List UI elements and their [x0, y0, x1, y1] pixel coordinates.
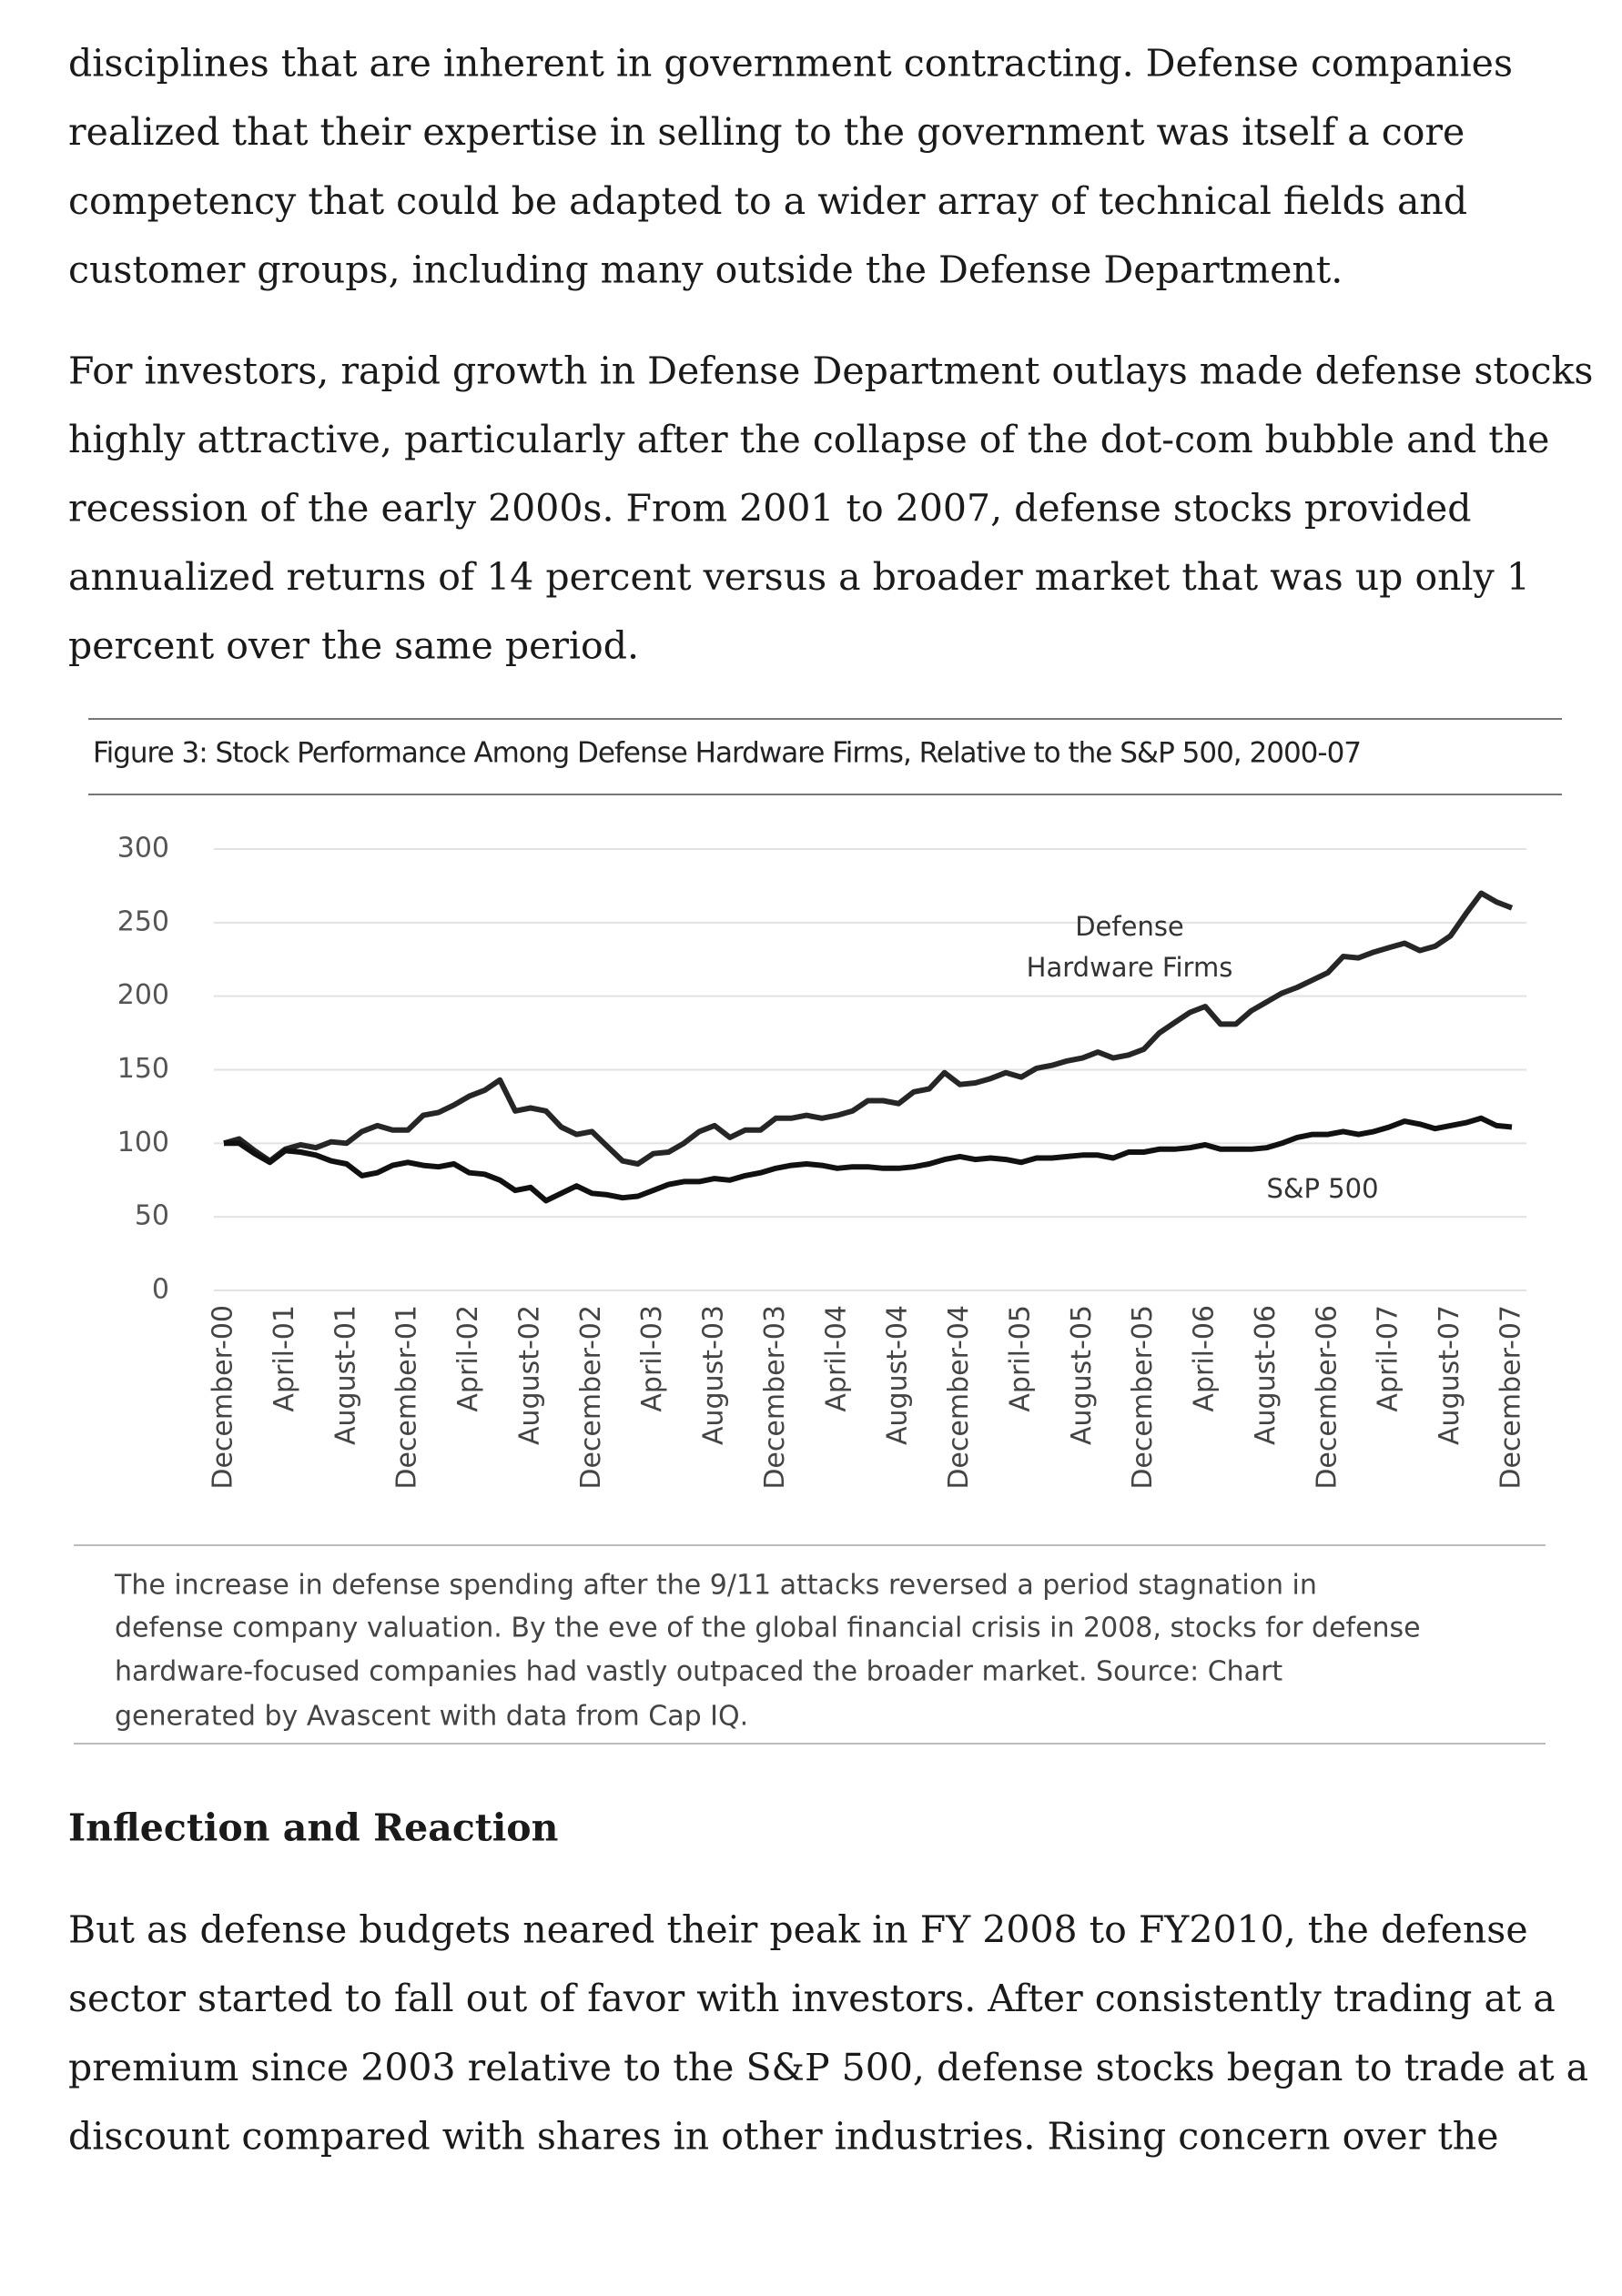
x-tick-label: August-04 — [882, 1305, 914, 1445]
y-tick-label: 100 — [117, 1127, 169, 1158]
y-tick-label: 200 — [117, 979, 169, 1011]
caption-line: The increase in defense spending after t… — [114, 1570, 1317, 1602]
text-line: realized that their expertise in selling… — [68, 110, 1465, 154]
x-tick-label: December-00 — [208, 1305, 239, 1490]
x-tick-label: April-07 — [1373, 1305, 1404, 1412]
text-line: disciplines that are inherent in governm… — [68, 42, 1513, 86]
x-tick-label: August-05 — [1066, 1305, 1098, 1445]
caption-line: generated by Avascent with data from Cap… — [115, 1701, 748, 1733]
text-line: competency that could be adapted to a wi… — [68, 179, 1467, 223]
x-tick-label: December-03 — [759, 1305, 791, 1490]
y-tick-label: 150 — [117, 1053, 169, 1085]
x-tick-label: August-01 — [329, 1305, 361, 1445]
series-label: S&P 500 — [1266, 1173, 1379, 1204]
text-line: annualized returns of 14 percent versus … — [68, 555, 1530, 599]
x-tick-label: December-06 — [1311, 1305, 1343, 1490]
x-tick-label: April-03 — [636, 1305, 668, 1412]
text-line: But as defense budgets neared their peak… — [68, 1908, 1528, 1952]
x-tick-label: August-06 — [1250, 1305, 1282, 1445]
text-line: discount compared with shares in other i… — [68, 2115, 1498, 2159]
x-tick-label: December-05 — [1127, 1305, 1159, 1490]
y-tick-label: 0 — [152, 1274, 169, 1306]
text-line: sector started to fall out of favor with… — [68, 1977, 1556, 2020]
figure-title: Figure 3: Stock Performance Among Defens… — [93, 737, 1361, 770]
y-tick-label: 300 — [117, 833, 169, 865]
text-line: percent over the same period. — [68, 624, 639, 668]
caption-line: defense company valuation. By the eve of… — [115, 1613, 1421, 1644]
series-line — [223, 890, 1514, 1167]
series-line — [224, 1115, 1513, 1204]
x-tick-label: April-06 — [1189, 1305, 1221, 1412]
y-tick-label: 250 — [117, 905, 169, 937]
caption-line: hardware-focused companies had vastly ou… — [115, 1656, 1282, 1688]
x-tick-label: August-03 — [698, 1305, 730, 1445]
text-line: premium since 2003 relative to the S&P 5… — [68, 2046, 1588, 2089]
series-label: Defense Hardware Firms — [1026, 911, 1233, 983]
x-tick-label: December-07 — [1495, 1305, 1527, 1490]
section-heading: Inflection and Reaction — [68, 1806, 558, 1850]
text-line: For investors, rapid growth in Defense D… — [68, 349, 1593, 393]
x-tick-label: December-04 — [943, 1305, 975, 1490]
text-line: customer groups, including many outside … — [68, 248, 1343, 292]
text-line: highly attractive, particularly after th… — [68, 418, 1549, 461]
x-tick-label: December-02 — [575, 1305, 607, 1490]
x-tick-label: April-01 — [269, 1305, 300, 1412]
x-tick-label: April-05 — [1004, 1305, 1036, 1412]
x-tick-label: August-07 — [1434, 1305, 1465, 1445]
x-tick-label: December-01 — [391, 1305, 423, 1490]
x-tick-label: April-02 — [452, 1305, 484, 1412]
text-line: recession of the early 2000s. From 2001 … — [68, 487, 1471, 531]
x-tick-label: April-04 — [820, 1305, 852, 1412]
x-tick-label: August-02 — [513, 1305, 545, 1445]
y-tick-label: 50 — [135, 1200, 169, 1232]
